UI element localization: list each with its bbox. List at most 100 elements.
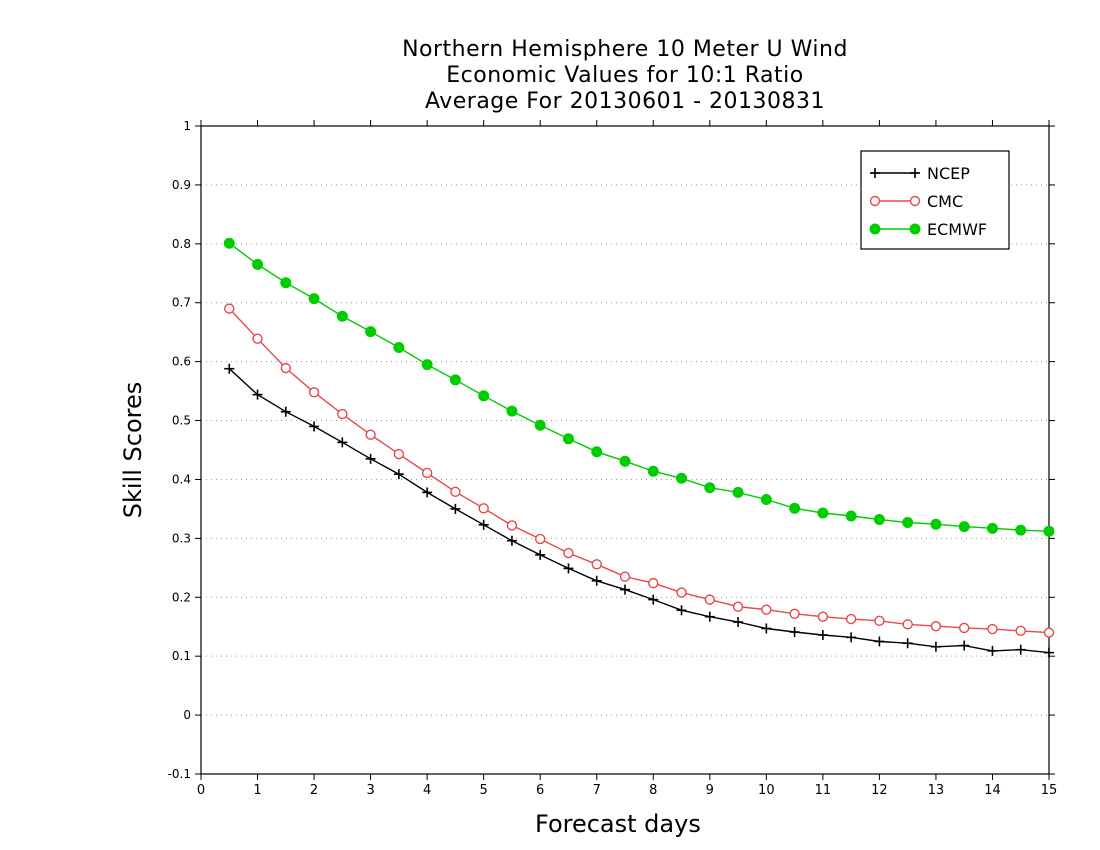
x-tick-label: 11	[815, 783, 832, 798]
plot-frame	[200, 125, 1050, 775]
legend-label-ecmwf: ECMWF	[927, 220, 987, 239]
data-point-ecmwf	[676, 472, 688, 484]
data-point-ecmwf	[902, 516, 914, 528]
data-point-cmc	[845, 613, 857, 625]
data-point-cmc	[308, 387, 320, 398]
x-tick-label: 9	[706, 783, 714, 798]
data-point-cmc	[1015, 625, 1026, 637]
data-point-cmc	[224, 303, 235, 314]
data-point-ecmwf	[1015, 524, 1027, 536]
data-point-cmc	[591, 559, 602, 570]
x-tick-label: 15	[1041, 783, 1058, 798]
data-point-ecmwf	[817, 507, 829, 519]
data-point-cmc	[393, 448, 405, 460]
chart-title-line-3: Average For 20130601 - 20130831	[424, 89, 826, 114]
data-point-cmc	[789, 608, 800, 619]
y-tick-label: -0.1	[168, 767, 191, 781]
data-point-ecmwf	[252, 258, 264, 270]
series-line-ecmwf	[228, 242, 1050, 532]
x-tick-label: 1	[253, 783, 261, 798]
x-tick-label: 6	[536, 783, 544, 798]
data-point-cmc	[535, 533, 546, 545]
data-point-cmc	[478, 503, 489, 514]
data-point-ecmwf	[336, 310, 348, 322]
y-tick-label: 0	[183, 708, 191, 722]
data-point-ecmwf	[478, 390, 490, 402]
data-point-ecmwf	[789, 502, 801, 514]
data-point-ecmwf	[704, 482, 716, 494]
data-point-cmc	[959, 622, 970, 634]
legend-marker-ecmwf	[869, 223, 881, 235]
y-tick-label: 0.8	[172, 237, 191, 251]
data-point-ecmwf	[732, 486, 744, 498]
data-point-ecmwf	[562, 433, 574, 445]
y-tick-label: 0.2	[172, 590, 191, 604]
data-point-cmc	[648, 577, 659, 589]
y-tick-label: 0.4	[172, 472, 191, 486]
data-point-cmc	[365, 429, 376, 440]
x-axis-label: Forecast days	[535, 810, 701, 838]
legend-label-ncep: NCEP	[927, 164, 970, 183]
x-tick-label: 7	[593, 783, 601, 798]
y-tick-label: 0.3	[172, 531, 191, 545]
data-point-ecmwf	[591, 446, 603, 458]
data-point-cmc	[450, 486, 461, 498]
chart-title-line-2: Economic Values for 10:1 Ratio	[446, 63, 804, 88]
x-tick-label: 3	[366, 783, 374, 798]
legend-label-cmc: CMC	[927, 192, 963, 211]
x-tick-label: 5	[480, 783, 488, 798]
data-point-ecmwf	[845, 510, 857, 522]
data-point-cmc	[930, 620, 942, 632]
x-tick-label: 4	[423, 783, 431, 798]
data-point-ecmwf	[760, 493, 772, 505]
data-point-ecmwf	[365, 326, 377, 338]
x-tick-label: 0	[197, 783, 205, 798]
data-point-cmc	[874, 615, 885, 627]
x-tick-label: 10	[758, 783, 775, 798]
y-tick-label: 1	[183, 119, 191, 133]
y-tick-label: 0.5	[172, 414, 191, 428]
data-point-ecmwf	[449, 374, 461, 386]
data-point-ecmwf	[506, 405, 518, 417]
data-point-cmc	[506, 520, 518, 531]
x-tick-label: 12	[871, 783, 888, 798]
data-point-cmc	[252, 333, 263, 344]
legend-marker-ecmwf-end	[909, 223, 921, 235]
data-point-cmc	[337, 408, 348, 420]
data-point-cmc	[563, 547, 574, 559]
data-point-cmc	[987, 623, 998, 635]
series-line-cmc	[228, 308, 1050, 634]
x-tick-label: 2	[310, 783, 318, 798]
data-point-cmc	[280, 362, 291, 374]
data-point-ecmwf	[421, 359, 433, 371]
data-point-cmc	[704, 594, 715, 605]
data-point-cmc	[1043, 627, 1055, 638]
x-tick-label: 14	[984, 783, 1001, 798]
data-point-ecmwf	[930, 518, 942, 530]
data-point-cmc	[761, 604, 772, 615]
x-tick-label: 8	[649, 783, 657, 798]
y-tick-label: 0.6	[172, 355, 191, 369]
data-point-ecmwf	[619, 455, 631, 467]
data-point-cmc	[676, 587, 687, 598]
data-point-ecmwf	[873, 514, 885, 526]
data-point-ecmwf	[280, 277, 292, 289]
data-point-cmc	[817, 611, 829, 622]
data-point-ecmwf	[986, 522, 998, 534]
data-point-cmc	[619, 571, 631, 582]
legend-marker-cmc	[869, 195, 881, 207]
data-point-ecmwf	[1043, 525, 1055, 537]
data-point-ecmwf	[223, 237, 235, 249]
data-point-cmc	[421, 467, 433, 479]
data-point-ecmwf	[647, 465, 659, 477]
data-point-ecmwf	[958, 521, 970, 533]
chart-title-line-1: Northern Hemisphere 10 Meter U Wind	[402, 37, 848, 62]
data-point-cmc	[902, 619, 913, 630]
legend-marker-cmc-end	[909, 195, 921, 207]
series-line-ncep	[228, 368, 1050, 654]
data-point-cmc	[732, 601, 744, 612]
legend-box	[860, 150, 1010, 250]
data-point-ecmwf	[308, 293, 320, 305]
